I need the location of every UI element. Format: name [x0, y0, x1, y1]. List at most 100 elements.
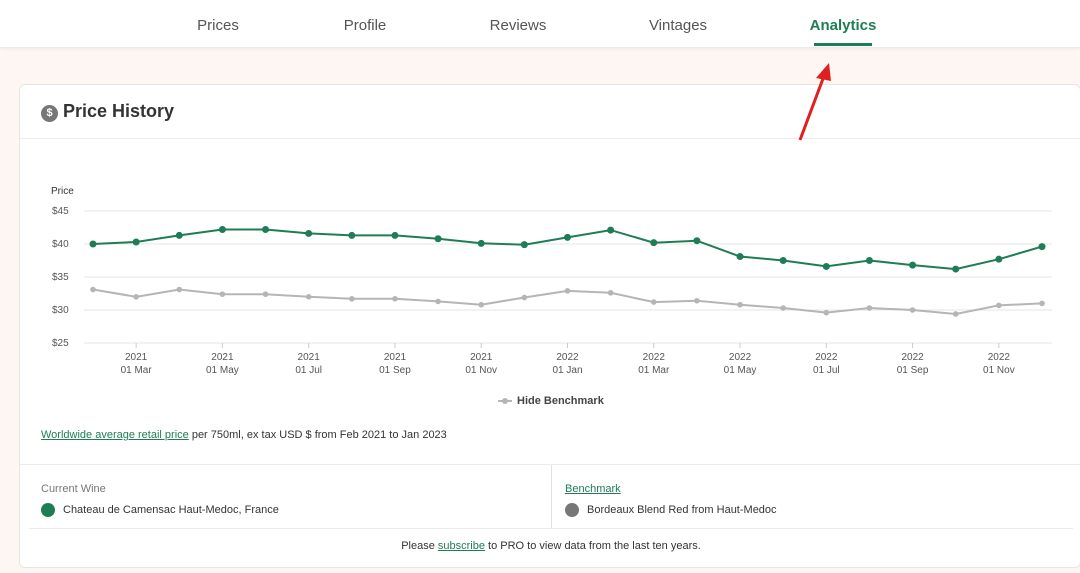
tab-reviews[interactable]: Reviews	[489, 17, 547, 34]
subscribe-link[interactable]: subscribe	[437, 540, 485, 552]
footnote-text: per 750ml, ex tax USD $ from Feb 2021 to…	[188, 429, 447, 441]
x-tick-label: 01 May	[724, 365, 757, 376]
current-wine-value: Chateau de Camensac Haut-Medoc, France	[41, 503, 279, 517]
benchmark-data-point	[909, 307, 916, 313]
benchmark-data-point	[90, 286, 96, 293]
y-axis-label: Price	[51, 186, 74, 197]
current-wine-data-point	[1038, 243, 1046, 251]
benchmark-data-point	[219, 291, 226, 297]
x-tick-year: 2022	[643, 352, 666, 363]
x-tick-year: 2022	[729, 352, 752, 363]
benchmark-data-point	[478, 301, 485, 308]
current-wine-label: Current Wine	[41, 483, 106, 495]
x-tick-label: 01 Mar	[638, 365, 670, 376]
dollar-icon: $	[41, 105, 58, 122]
benchmark-data-point	[1039, 300, 1045, 307]
current-wine-column: Current Wine Chateau de Camensac Haut-Me…	[41, 465, 551, 529]
x-tick-label: 01 Sep	[379, 365, 411, 376]
y-tick-label: $40	[52, 239, 69, 250]
benchmark-link[interactable]: Benchmark	[565, 483, 621, 495]
x-tick-label: 01 May	[206, 365, 239, 376]
current-wine-data-point	[995, 255, 1003, 263]
current-wine-data-point	[262, 225, 270, 233]
benchmark-data-point	[262, 291, 269, 297]
current-wine-data-point	[477, 239, 485, 247]
wine-info-strip: Current Wine Chateau de Camensac Haut-Me…	[20, 464, 1080, 529]
subscribe-prompt: Please subscribe to PRO to view data fro…	[29, 528, 1073, 568]
benchmark-data-point	[780, 305, 786, 311]
benchmark-data-point	[133, 294, 139, 300]
x-tick-year: 2022	[988, 352, 1011, 363]
benchmark-data-point	[392, 295, 398, 302]
worldwide-average-link[interactable]: Worldwide average retail price	[41, 429, 189, 441]
tab-bar: Prices Profile Reviews Vintages Analytic…	[0, 0, 1080, 48]
tab-prices[interactable]: Prices	[197, 17, 239, 34]
benchmark-column: Benchmark Bordeaux Blend Red from Haut-M…	[551, 465, 1051, 529]
price-chart: Price $25 $30 $35 $40 $45 2021 01 Mar 2021 01 M…	[51, 186, 1052, 376]
y-tick-label: $35	[52, 272, 69, 283]
benchmark-legend-icon	[498, 398, 512, 404]
benchmark-dot-icon	[565, 503, 579, 517]
current-wine-data-point	[434, 235, 442, 243]
x-tick-label: 01 Jan	[552, 365, 582, 376]
benchmark-data-point	[564, 288, 571, 294]
price-history-card: $ Price History Price $25 $30 $35 $40 $45 20…	[19, 84, 1080, 568]
x-tick-year: 2021	[125, 352, 148, 363]
benchmark-data-point	[866, 305, 873, 311]
current-wine-data-point	[693, 237, 701, 245]
tab-vintages[interactable]: Vintages	[648, 17, 708, 34]
x-tick-label: 01 Nov	[465, 365, 497, 376]
x-tick-year: 2021	[211, 352, 234, 363]
current-wine-data-point	[391, 231, 399, 239]
y-tick-label: $25	[52, 338, 69, 349]
benchmark-data-point	[694, 297, 700, 304]
current-wine-data-point	[779, 257, 787, 264]
current-wine-data-point	[909, 261, 917, 269]
x-tick-year: 2022	[556, 352, 579, 363]
current-wine-data-point	[348, 231, 356, 239]
active-tab-indicator	[814, 43, 872, 46]
subscribe-text-after: to PRO to view data from the last ten ye…	[484, 540, 701, 552]
card-header: $ Price History	[20, 85, 1080, 139]
x-tick-label: 01 Sep	[897, 365, 929, 376]
benchmark-data-point	[737, 301, 743, 308]
x-tick-label: 01 Jul	[813, 365, 840, 376]
hide-benchmark-label: Hide Benchmark	[517, 395, 604, 407]
benchmark-data-point	[176, 286, 183, 293]
benchmark-data-point	[952, 311, 959, 317]
x-tick-year: 2021	[384, 352, 407, 363]
x-tick-label: 01 Mar	[121, 365, 153, 376]
benchmark-data-point	[305, 294, 312, 300]
benchmark-data-point	[607, 290, 614, 296]
current-wine-data-point	[607, 226, 615, 234]
current-wine-data-point	[865, 257, 873, 264]
x-tick-year: 2021	[470, 352, 493, 363]
current-wine-data-point	[650, 239, 658, 247]
current-wine-data-point	[564, 233, 571, 241]
current-wine-data-point	[520, 241, 528, 249]
tab-profile[interactable]: Profile	[343, 17, 387, 34]
hide-benchmark-toggle[interactable]: Hide Benchmark	[498, 395, 604, 407]
y-tick-label: $30	[52, 305, 69, 316]
current-wine-data-point	[218, 225, 226, 233]
benchmark-name: Bordeaux Blend Red from Haut-Medoc	[587, 504, 777, 516]
benchmark-value: Bordeaux Blend Red from Haut-Medoc	[565, 503, 777, 517]
benchmark-data-point	[996, 302, 1002, 309]
current-wine-data-point	[132, 238, 140, 246]
current-wine-data-point	[952, 265, 960, 273]
benchmark-data-point	[823, 309, 830, 316]
tab-analytics[interactable]: Analytics	[809, 17, 877, 34]
current-wine-data-point	[175, 231, 183, 239]
y-tick-label: $45	[52, 206, 69, 217]
benchmark-data-point	[349, 295, 355, 302]
x-tick-label: 01 Jul	[295, 365, 322, 376]
x-tick-year: 2022	[815, 352, 838, 363]
current-wine-dot-icon	[41, 503, 55, 517]
benchmark-data-point	[521, 294, 528, 301]
current-wine-name: Chateau de Camensac Haut-Medoc, France	[63, 504, 279, 516]
benchmark-data-point	[650, 299, 657, 305]
current-wine-data-point	[89, 240, 97, 248]
price-footnote: Worldwide average retail price per 750ml…	[41, 429, 447, 441]
benchmark-data-point	[435, 298, 441, 305]
current-wine-data-point	[305, 229, 313, 237]
